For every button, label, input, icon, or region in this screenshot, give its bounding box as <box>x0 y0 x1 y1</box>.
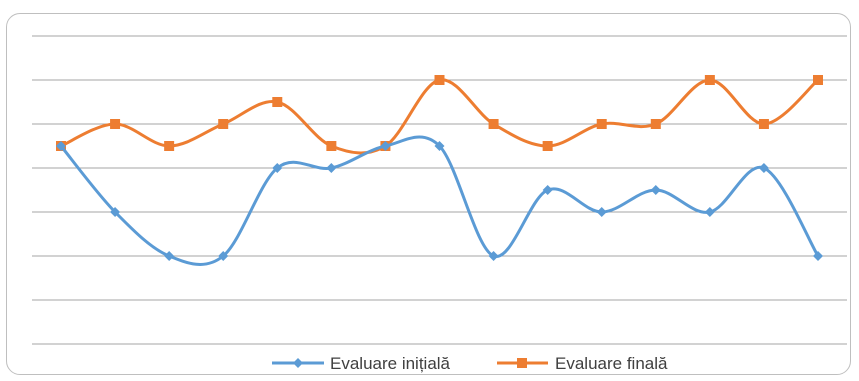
data-point-final <box>110 119 121 129</box>
data-point-initial <box>110 207 121 217</box>
legend-marker-final <box>517 358 527 368</box>
data-point-initial <box>813 251 823 261</box>
data-point-final <box>488 119 499 129</box>
series-line-initial <box>59 135 820 266</box>
data-point-final <box>326 141 337 151</box>
line-chart: Evaluare inițială Evaluare finală <box>32 35 847 373</box>
data-point-initial <box>650 185 661 195</box>
data-point-initial <box>704 207 715 217</box>
data-point-final <box>272 97 283 107</box>
legend-label-initial: Evaluare inițială <box>330 354 451 373</box>
data-point-final <box>596 119 607 129</box>
data-point-initial <box>596 207 607 217</box>
data-point-final <box>704 75 715 85</box>
data-point-final <box>218 119 229 129</box>
data-point-initial <box>218 251 229 261</box>
data-point-initial <box>164 251 175 261</box>
legend-label-final: Evaluare finală <box>555 354 668 373</box>
data-point-initial <box>488 251 499 261</box>
data-point-final <box>542 141 553 151</box>
data-point-initial <box>56 141 66 151</box>
data-point-final <box>434 75 445 85</box>
data-point-final <box>813 75 823 85</box>
data-point-initial <box>758 163 769 173</box>
legend: Evaluare inițială Evaluare finală <box>272 354 668 373</box>
data-point-initial <box>272 163 283 173</box>
chart-frame: Evaluare inițială Evaluare finală <box>6 13 851 375</box>
series-lines <box>56 75 823 266</box>
data-point-initial <box>326 163 337 173</box>
data-point-initial <box>380 141 391 151</box>
data-point-final <box>650 119 661 129</box>
legend-entry-final: Evaluare finală <box>497 354 668 373</box>
legend-entry-initial: Evaluare inițială <box>272 354 451 373</box>
data-point-initial <box>542 185 553 195</box>
data-point-final <box>758 119 769 129</box>
legend-marker-initial <box>293 358 303 368</box>
data-point-final <box>164 141 175 151</box>
data-point-initial <box>434 141 445 151</box>
